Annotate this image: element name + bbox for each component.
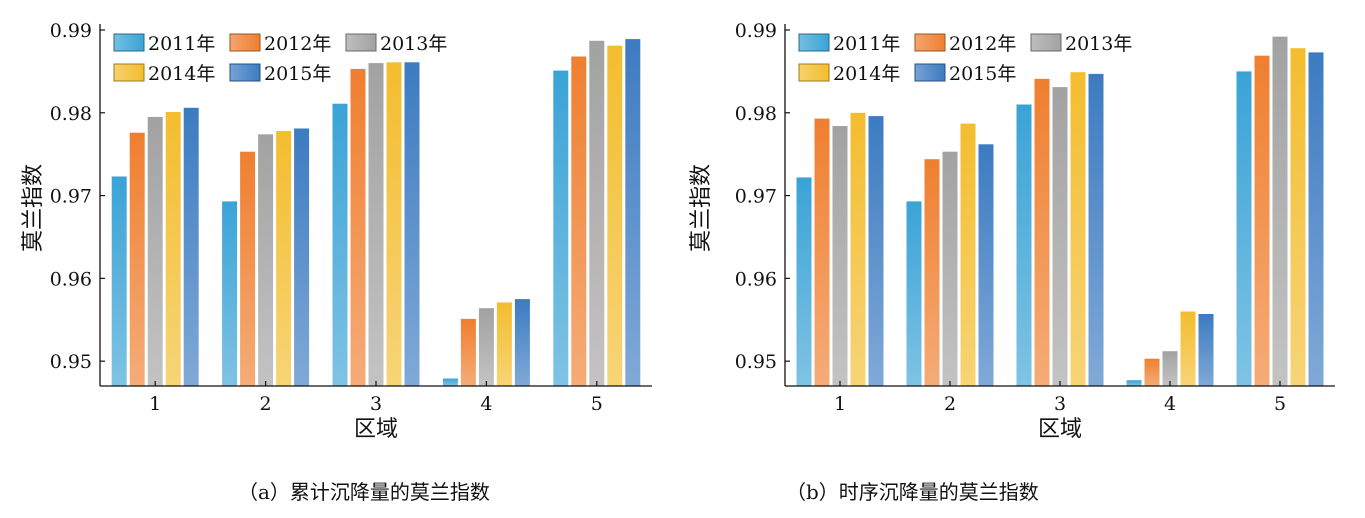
bar-2014-region-3 bbox=[1070, 72, 1086, 386]
bar-2012-region-1 bbox=[129, 132, 145, 386]
y-tick-label: 0.95 bbox=[50, 351, 92, 373]
bar-2011-region-3 bbox=[332, 103, 348, 386]
legend-swatch-2011 bbox=[798, 33, 830, 52]
bar-2013-region-2 bbox=[942, 151, 958, 386]
bar-2011-region-1 bbox=[796, 177, 812, 386]
x-tick-label: 1 bbox=[149, 393, 161, 415]
legend-label-2013: 2013年 bbox=[1065, 33, 1132, 55]
bar-2014-region-4 bbox=[496, 302, 512, 386]
legend-swatch-2014 bbox=[113, 63, 145, 82]
bar-2011-region-4 bbox=[442, 378, 458, 386]
bar-2015-region-4 bbox=[514, 299, 530, 386]
legend-label-2011: 2011年 bbox=[833, 33, 900, 55]
caption-b: （b）时序沉降量的莫兰指数 bbox=[786, 480, 1039, 504]
x-tick-label: 5 bbox=[1274, 393, 1286, 415]
y-tick-label: 0.96 bbox=[735, 268, 777, 290]
y-tick-label: 0.96 bbox=[50, 268, 92, 290]
y-tick-label: 0.99 bbox=[50, 20, 92, 42]
x-tick-label: 4 bbox=[480, 393, 492, 415]
x-tick-label: 1 bbox=[834, 393, 846, 415]
bar-2011-region-4 bbox=[1126, 380, 1142, 386]
legend-swatch-2015 bbox=[914, 63, 946, 82]
y-tick-label: 0.97 bbox=[735, 186, 777, 208]
bar-2012-region-1 bbox=[814, 118, 830, 386]
bar-2012-region-4 bbox=[1144, 358, 1160, 386]
bar-2015-region-1 bbox=[868, 116, 884, 386]
legend-swatch-2012 bbox=[914, 33, 946, 52]
bar-2015-region-1 bbox=[183, 107, 199, 387]
bar-2011-region-2 bbox=[906, 201, 922, 386]
bar-2015-region-3 bbox=[1088, 73, 1104, 387]
legend-swatch-2011 bbox=[113, 33, 145, 52]
x-tick-label: 3 bbox=[370, 393, 382, 415]
legend-label-2014: 2014年 bbox=[833, 63, 900, 85]
bar-2015-region-4 bbox=[1198, 314, 1214, 386]
legend-swatch-2015 bbox=[229, 63, 261, 82]
legend-label-2012: 2012年 bbox=[264, 33, 331, 55]
bar-2011-region-3 bbox=[1016, 104, 1032, 386]
bar-2015-region-5 bbox=[1308, 52, 1324, 387]
x-tick-label: 3 bbox=[1054, 393, 1066, 415]
bar-2015-region-5 bbox=[625, 39, 641, 386]
legend-swatch-2013 bbox=[345, 33, 377, 52]
bar-2014-region-5 bbox=[1290, 48, 1306, 386]
bar-2011-region-5 bbox=[553, 70, 569, 386]
bar-2012-region-3 bbox=[1034, 78, 1050, 387]
caption-a: （a）累计沉降量的莫兰指数 bbox=[238, 480, 490, 504]
bar-2013-region-1 bbox=[832, 126, 848, 386]
bar-2014-region-2 bbox=[960, 123, 976, 386]
bar-2012-region-5 bbox=[1254, 55, 1270, 386]
y-tick-label: 0.98 bbox=[735, 103, 777, 125]
legend-swatch-2012 bbox=[229, 33, 261, 52]
x-tick-label: 5 bbox=[591, 393, 603, 415]
chart-b: 0.95 0.96 0.97 0.98 0.99 1 2 3 4 5 区域 莫兰指数 2011年 2012… bbox=[689, 20, 1335, 442]
y-tick-label: 0.99 bbox=[735, 20, 777, 42]
bar-2014-region-3 bbox=[386, 62, 402, 387]
bar-2014-region-4 bbox=[1180, 311, 1196, 386]
bar-2013-region-2 bbox=[258, 134, 274, 386]
bar-2014-region-2 bbox=[276, 131, 292, 386]
bar-2014-region-5 bbox=[607, 45, 623, 386]
y-tick-label: 0.98 bbox=[50, 103, 92, 125]
bar-2011-region-1 bbox=[111, 176, 127, 386]
bar-2012-region-3 bbox=[350, 68, 366, 387]
y-tick-label: 0.97 bbox=[50, 186, 92, 208]
x-tick-label: 2 bbox=[260, 393, 272, 415]
bar-2013-region-1 bbox=[147, 116, 163, 387]
bar-2014-region-1 bbox=[850, 112, 866, 387]
bar-2013-region-3 bbox=[1052, 87, 1068, 386]
y-axis-label: 莫兰指数 bbox=[21, 164, 46, 252]
bar-2011-region-5 bbox=[1236, 71, 1252, 387]
bar-2014-region-1 bbox=[165, 112, 181, 386]
legend-label-2013: 2013年 bbox=[380, 33, 447, 55]
bar-2012-region-2 bbox=[924, 159, 940, 386]
legend-label-2012: 2012年 bbox=[949, 33, 1016, 55]
x-axis-label: 区域 bbox=[354, 417, 398, 442]
y-axis-label: 莫兰指数 bbox=[689, 164, 714, 252]
bar-2012-region-4 bbox=[460, 318, 476, 386]
legend-label-2015: 2015年 bbox=[264, 63, 331, 85]
legend-label-2015: 2015年 bbox=[949, 63, 1016, 85]
bar-2013-region-4 bbox=[1162, 351, 1178, 386]
x-tick-label: 2 bbox=[944, 393, 956, 415]
legend-swatch-2014 bbox=[798, 63, 830, 82]
chart-a: 0.95 0.96 0.97 0.98 0.99 1 2 3 4 5 区域 莫兰指数 2011年 2012… bbox=[21, 20, 652, 442]
bar-2015-region-2 bbox=[978, 144, 994, 386]
bar-2015-region-2 bbox=[294, 128, 310, 386]
bar-2012-region-2 bbox=[240, 151, 256, 386]
bar-2012-region-5 bbox=[571, 56, 587, 386]
legend-label-2011: 2011年 bbox=[148, 33, 215, 55]
bar-2013-region-5 bbox=[1272, 36, 1288, 386]
legend-swatch-2013 bbox=[1030, 33, 1062, 52]
x-axis-label: 区域 bbox=[1038, 417, 1082, 442]
legend-label-2014: 2014年 bbox=[148, 63, 215, 85]
bar-2015-region-3 bbox=[404, 62, 420, 387]
bar-2013-region-5 bbox=[589, 40, 605, 387]
y-tick-label: 0.95 bbox=[735, 351, 777, 373]
bar-2013-region-3 bbox=[368, 63, 384, 386]
bar-2011-region-2 bbox=[222, 201, 238, 386]
bar-2013-region-4 bbox=[478, 308, 494, 386]
x-tick-label: 4 bbox=[1164, 393, 1176, 415]
